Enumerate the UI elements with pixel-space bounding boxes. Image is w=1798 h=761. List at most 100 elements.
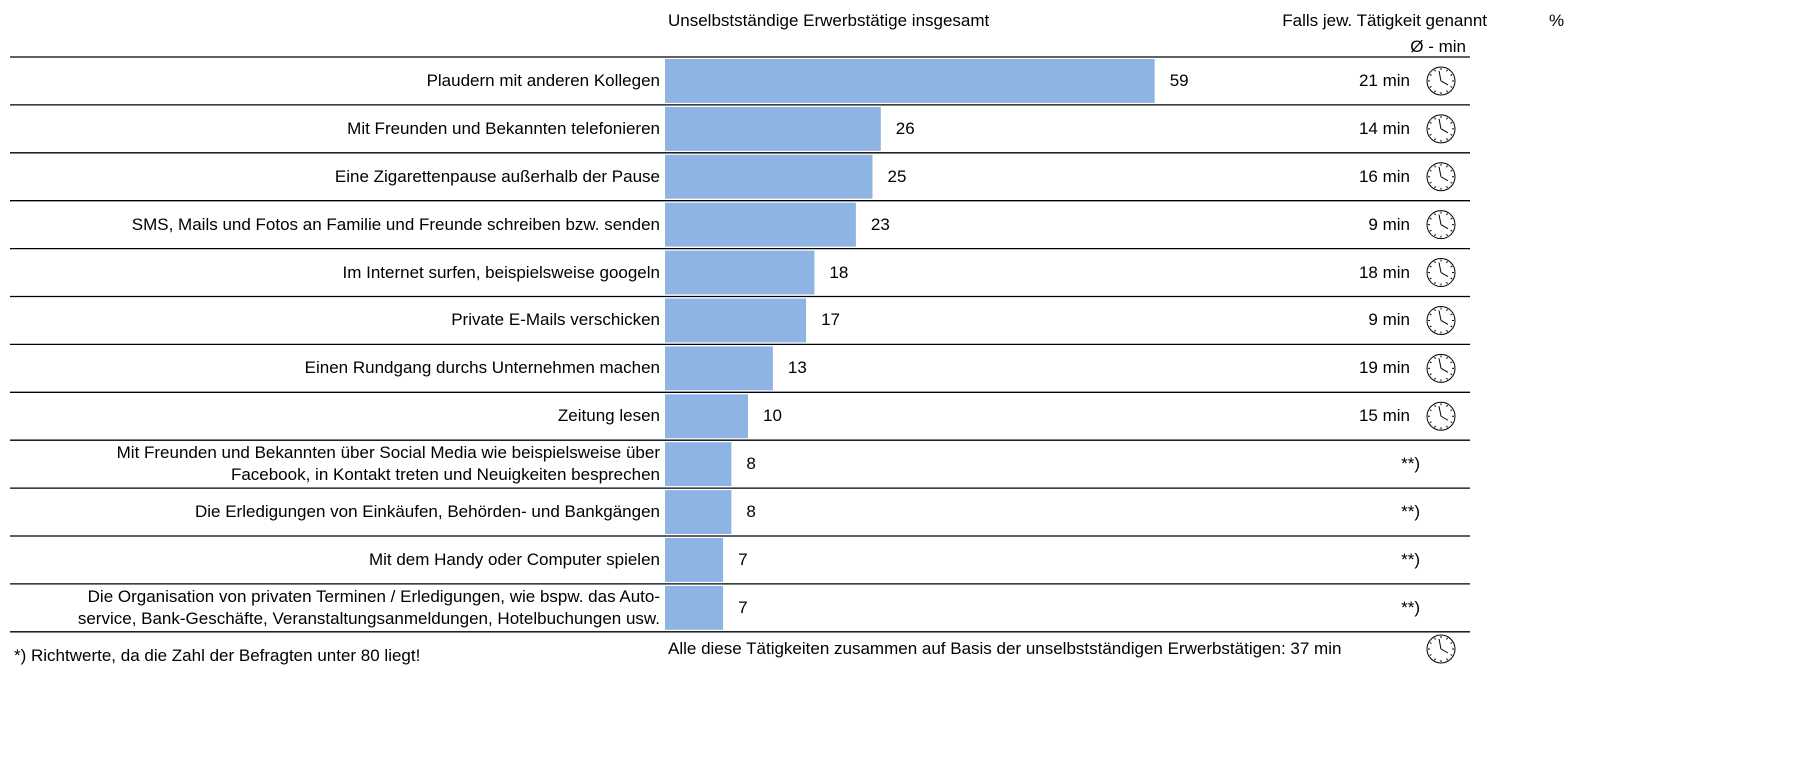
minute-label: 9 min [1368,214,1410,234]
clock-tick [1429,642,1432,644]
value-label: 8 [746,454,756,474]
clock-tick [1446,165,1448,168]
value-label: 8 [746,502,756,522]
clock-tick [1450,181,1453,184]
bar [665,585,724,630]
value-label: 13 [787,358,807,378]
summary: Alle diese Tätigkeiten zusammen auf Basi… [668,639,1342,658]
minute-label: 14 min [1358,118,1410,138]
clock-tick [1446,90,1448,93]
clock-tick [1450,265,1453,268]
value-label: 7 [738,597,748,617]
minute-label: 16 min [1358,166,1410,186]
clock-tick [1450,277,1453,280]
header-min: Ø - min [1410,37,1466,56]
clock-tick [1450,74,1453,76]
clock-hand [1440,648,1449,654]
clock-tick [1429,654,1432,656]
clock-hand [1440,367,1449,373]
clock-tick [1450,86,1453,88]
clock-tick [1434,186,1436,189]
bar [665,538,724,582]
clock-tick [1434,308,1436,312]
clock-tick [1434,69,1436,72]
minute-label: 21 min [1358,70,1410,90]
clock-tick [1434,356,1436,360]
minute-label: 19 min [1358,358,1410,378]
clock-tick [1434,329,1436,332]
clock-tick [1450,421,1453,424]
clock-tick [1450,325,1453,328]
clock-tick [1429,121,1432,124]
minute-label: 15 min [1358,406,1410,426]
clock-tick [1446,117,1448,120]
clock-hand [1438,358,1442,369]
clock-tick [1450,642,1453,644]
clock-tick [1446,213,1448,216]
clock-tick [1450,169,1453,172]
clock-tick [1446,69,1448,72]
clock-tick [1450,654,1453,656]
clock-tick [1434,404,1436,407]
clock-hand [1438,262,1442,273]
clock-tick [1446,138,1448,141]
bar [665,202,856,247]
value-label: 25 [887,166,907,186]
clock-tick [1434,117,1436,120]
category-label: Die Organisation von privaten Terminen /… [77,586,660,628]
clock-tick [1429,133,1432,136]
value-label: 59 [1169,70,1189,90]
clock-tick [1429,217,1432,220]
bar [665,346,773,391]
bar [665,394,748,439]
clock-hand [1438,70,1442,82]
clock-tick [1446,261,1448,264]
clock-hand [1440,320,1449,325]
clock-tick [1434,165,1436,168]
header-unit: % [1549,11,1565,30]
clock-tick [1429,313,1432,316]
category-label: Private E-Mails verschicken [451,310,660,330]
value-label: 26 [895,118,915,138]
category-label: Zeitung lesen [557,406,660,426]
clock-tick [1434,637,1436,640]
bar [665,490,732,534]
clock-hand [1438,214,1442,225]
minute-label: 18 min [1358,262,1410,282]
category-label: Einen Rundgang durchs Unternehmen machen [304,358,660,378]
clock-hand [1440,272,1449,277]
clock-hand [1440,176,1449,182]
value-label: 7 [738,549,748,569]
clock-tick [1450,217,1453,220]
minute-label: **) [1401,549,1420,569]
clock-tick [1450,373,1453,376]
clock-tick [1434,658,1436,661]
clock-tick [1434,261,1436,264]
clock-tick [1446,404,1448,407]
clock-hand [1440,415,1449,421]
clock-tick [1446,356,1448,360]
clock-tick [1429,421,1432,424]
minute-label: **) [1401,454,1420,474]
clock-tick [1434,425,1436,428]
clock-tick [1434,138,1436,141]
clock-tick [1446,425,1448,428]
category-label: Im Internet surfen, beispielsweise googe… [342,262,660,282]
clock-hand [1438,310,1442,321]
clock-tick [1429,325,1432,328]
category-label: Mit Freunden und Bekannten telefonieren [347,118,660,138]
minute-label: **) [1401,502,1420,522]
clock-tick [1429,229,1432,232]
clock-tick [1429,409,1432,412]
clock-hand [1438,118,1442,129]
bar [665,106,881,151]
clock-tick [1450,409,1453,412]
clock-tick [1450,121,1453,124]
category-label: Eine Zigarettenpause außerhalb der Pause [334,166,660,186]
clock-hand [1438,166,1442,177]
clock-tick [1429,265,1432,268]
clock-tick [1429,373,1432,376]
clock-tick [1429,277,1432,280]
